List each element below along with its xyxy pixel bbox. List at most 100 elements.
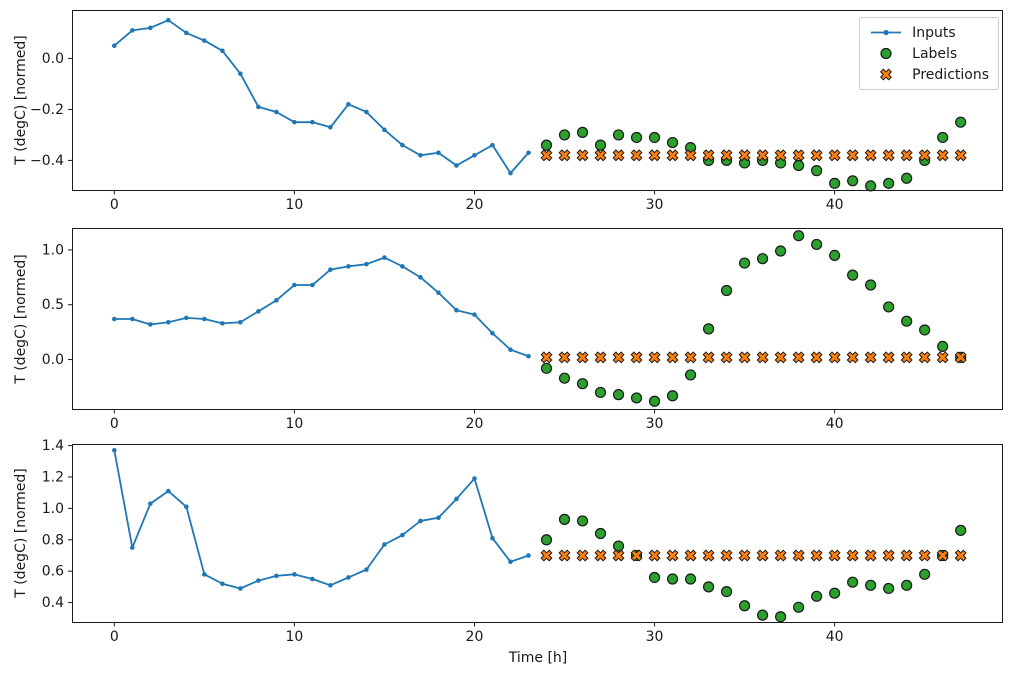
labels-circle-marker [594,386,607,399]
labels-circle-marker [901,172,913,184]
axes-frame [72,444,1003,623]
inputs-series [112,447,531,591]
inputs-point-marker [490,142,495,148]
labels-circle-marker [720,585,733,598]
x-tick-label: 20 [466,629,484,645]
labels-circle-marker [576,515,589,527]
labels-circle-marker [883,177,895,189]
predictions-x-marker [630,549,643,562]
predictions-x-marker [846,149,859,162]
legend-label: Inputs [912,24,956,41]
predictions-x-marker [594,351,607,364]
labels-circle-marker [847,175,859,187]
labels-circle-marker [811,238,823,251]
inputs-point-marker [436,515,441,521]
inputs-point-marker [256,578,261,583]
labels-circle-marker [558,129,571,141]
labels-circle-marker [666,390,679,402]
inputs-point-marker [292,119,297,125]
labels-series [540,513,967,623]
predictions-series [540,549,967,562]
predictions-x-marker [612,549,625,562]
labels-circle-marker [937,340,949,353]
labels-circle-marker [666,573,679,585]
inputs-point-marker [202,316,207,322]
labels-circle-marker [558,372,571,384]
labels-circle-marker [937,131,949,144]
predictions-x-marker [882,351,895,364]
predictions-x-marker [756,549,769,562]
inputs-series [112,17,531,176]
predictions-x-marker [918,149,931,162]
labels-circle-marker [612,540,625,552]
inputs-point-marker [256,104,261,110]
labels-circle-marker [883,301,895,313]
inputs-point-marker [364,109,369,115]
inputs-point-marker [364,567,369,572]
labels-circle-marker [648,571,661,584]
inputs-point-marker [454,496,459,502]
predictions-x-marker [666,351,679,364]
subplot-2-axes: 0 10 20 30 40 1.0 0.5 0.0 [42,228,1003,432]
y-axis-label-subplot-2: T (degC) [normed] [13,254,29,384]
predictions-x-marker [882,149,895,162]
inputs-point-marker [148,501,153,506]
inputs-point-marker [112,316,117,322]
predictions-x-marker [648,351,661,364]
labels-circle-marker [648,395,661,407]
labels-circle-marker [955,116,967,128]
inputs-point-marker [274,298,279,303]
predictions-x-marker [774,549,787,562]
labels-circle-marker [684,369,697,381]
inputs-point-marker [310,119,315,125]
predictions-x-marker [900,549,913,562]
x-tick-label: 40 [826,629,844,645]
inputs-point-marker [526,553,531,558]
predictions-x-marker [666,549,679,562]
predictions-x-marker [792,351,805,364]
inputs-point-marker [472,312,477,317]
inputs-point-marker [220,48,225,54]
x-tick-label: 30 [646,416,664,432]
legend-label: Labels [912,45,958,62]
labels-circle-marker [775,611,787,623]
predictions-x-marker [810,149,823,162]
y-axis: 0.0 −0.2 −0.4 [30,51,72,169]
inputs-point-marker [454,307,459,313]
labels-circle-marker [865,579,877,591]
inputs-point-marker [346,264,351,269]
labels-circle-marker [756,609,769,621]
labels-circle-marker [811,590,823,602]
inputs-point-marker [184,504,189,510]
labels-circle-marker [738,600,751,612]
inputs-point-marker [400,142,405,148]
labels-circle-marker [594,527,607,540]
labels-circle-marker [829,177,841,189]
labels-circle-marker [540,534,553,546]
legend: Inputs Labels Predictions [859,17,999,90]
predictions-x-icon [880,68,893,81]
y-tick-label: 0.0 [42,352,64,368]
inputs-series [112,255,531,359]
y-tick-label: 0.5 [42,297,64,313]
predictions-x-marker [594,549,607,562]
labels-circle-icon [880,47,892,60]
predictions-series [540,351,967,364]
inputs-point-marker [508,347,513,352]
predictions-x-marker [864,351,877,364]
labels-circle-marker [594,139,607,151]
inputs-point-marker [436,150,441,156]
labels-circle-marker [630,131,643,144]
inputs-point-marker [220,581,225,587]
y-tick-label: 0.6 [42,564,64,580]
y-axis: 1.0 0.5 0.0 [42,242,72,368]
predictions-x-marker [666,149,679,162]
y-axis-label-subplot-1: T (degC) [normed] [13,35,29,165]
predictions-x-marker [576,149,589,162]
predictions-x-marker [540,149,553,162]
predictions-x-marker [918,549,931,562]
predictions-x-marker [558,549,571,562]
y-tick-label: 1.2 [42,469,64,485]
predictions-x-marker [738,549,751,562]
axes-frame [72,10,1003,191]
